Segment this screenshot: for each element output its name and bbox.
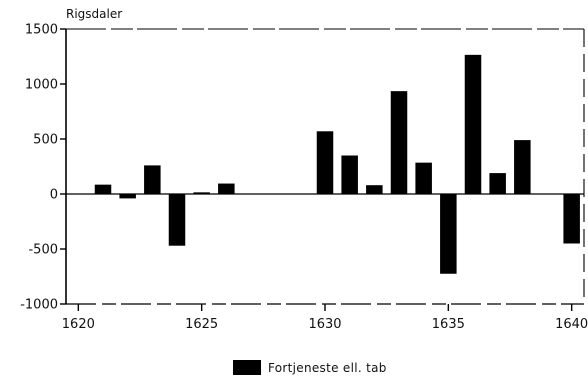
- bar-1622: [119, 194, 136, 199]
- bar-1631: [341, 155, 358, 194]
- bar-1636: [464, 54, 482, 194]
- bar-1637: [489, 173, 506, 194]
- bar-1621: [94, 184, 112, 194]
- bar-1623: [144, 165, 161, 194]
- x-tick-label: 1635: [432, 317, 465, 332]
- x-axis: 1620 1625 1630 1635 1640: [62, 304, 588, 332]
- x-tick-label: 1630: [308, 317, 341, 332]
- y-tick-label: 1000: [25, 78, 58, 93]
- y-tick-label: -500: [28, 243, 58, 258]
- bar-1635: [440, 194, 457, 274]
- y-axis: -1000 -500 0 500 1000 1500: [20, 23, 66, 313]
- bar-1632: [366, 185, 383, 194]
- x-tick-label: 1640: [555, 317, 588, 332]
- legend: Fortjeneste ell. tab: [233, 360, 387, 375]
- bar-1634: [415, 162, 432, 194]
- y-axis-title: Rigsdaler: [66, 7, 122, 21]
- bar-1640: [563, 194, 580, 244]
- y-tick-label: 1500: [25, 23, 58, 38]
- y-tick-label: 0: [50, 188, 58, 203]
- bar-1626: [218, 183, 235, 194]
- bars: [94, 54, 580, 274]
- bar-1630: [316, 131, 334, 194]
- bar-1625: [193, 192, 210, 194]
- legend-label: Fortjeneste ell. tab: [268, 361, 387, 375]
- bar-1624: [168, 194, 186, 246]
- x-tick-label: 1625: [185, 317, 218, 332]
- legend-swatch: [233, 360, 261, 375]
- y-tick-label: 500: [33, 133, 58, 148]
- y-tick-label: -1000: [20, 298, 58, 313]
- x-tick-label: 1620: [62, 317, 95, 332]
- bar-1633: [390, 91, 408, 194]
- bar-1638: [514, 140, 531, 194]
